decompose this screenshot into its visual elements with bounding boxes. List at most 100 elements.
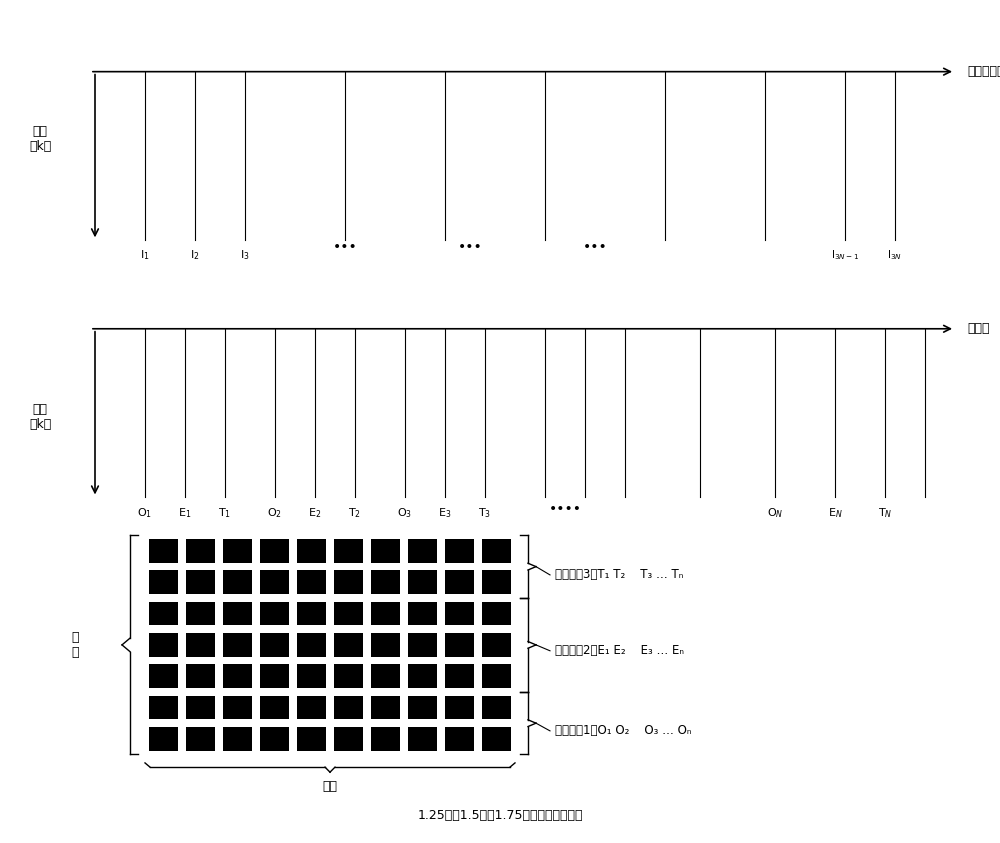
Bar — [445, 664, 474, 688]
Bar — [149, 571, 178, 594]
Bar — [297, 664, 326, 688]
Text: I$_2$: I$_2$ — [190, 249, 200, 262]
Bar — [445, 571, 474, 594]
Bar — [408, 664, 437, 688]
Bar — [482, 664, 511, 688]
Bar — [149, 695, 178, 719]
Bar — [445, 602, 474, 626]
Bar — [149, 602, 178, 626]
Bar — [408, 539, 437, 563]
Bar — [186, 633, 215, 657]
Text: 侧向孔径2：E₁ E₂    E₃ … Eₙ: 侧向孔径2：E₁ E₂ E₃ … Eₙ — [555, 644, 684, 658]
Bar — [408, 727, 437, 751]
Bar — [482, 571, 511, 594]
Bar — [186, 695, 215, 719]
Bar — [408, 571, 437, 594]
Bar — [186, 727, 215, 751]
Bar — [297, 695, 326, 719]
Bar — [445, 602, 474, 626]
Text: 扫查线: 扫查线 — [967, 322, 990, 336]
Bar — [445, 539, 474, 563]
Bar — [223, 571, 252, 594]
Bar — [223, 539, 252, 563]
Bar — [149, 539, 178, 563]
Bar — [297, 571, 326, 594]
Bar — [334, 633, 363, 657]
Bar — [149, 571, 178, 594]
Bar — [482, 695, 511, 719]
Text: O$_2$: O$_2$ — [267, 506, 283, 519]
Bar — [334, 664, 363, 688]
Bar — [186, 571, 215, 594]
Text: I$_{3N}$: I$_{3N}$ — [887, 249, 903, 262]
Text: 侧向孔径1：O₁ O₂    O₃ … Oₙ: 侧向孔径1：O₁ O₂ O₃ … Oₙ — [555, 724, 692, 738]
Bar — [149, 633, 178, 657]
Text: T$_1$: T$_1$ — [218, 506, 232, 519]
Bar — [149, 727, 178, 751]
Bar — [149, 727, 178, 751]
Bar — [371, 602, 400, 626]
Bar — [297, 727, 326, 751]
Bar — [334, 571, 363, 594]
Bar — [223, 571, 252, 594]
Bar — [371, 633, 400, 657]
Bar — [482, 571, 511, 594]
Bar — [482, 539, 511, 563]
Bar — [297, 727, 326, 751]
Bar — [334, 602, 363, 626]
Bar — [371, 571, 400, 594]
Bar — [145, 535, 515, 754]
Bar — [260, 695, 289, 719]
Bar — [297, 539, 326, 563]
Bar — [260, 664, 289, 688]
Bar — [260, 664, 289, 688]
Bar — [482, 664, 511, 688]
Bar — [334, 539, 363, 563]
Bar — [186, 664, 215, 688]
Bar — [445, 664, 474, 688]
Bar — [371, 633, 400, 657]
Bar — [408, 633, 437, 657]
Bar — [186, 664, 215, 688]
Bar — [445, 539, 474, 563]
Text: T$_N$: T$_N$ — [878, 506, 892, 519]
Bar — [297, 571, 326, 594]
Bar — [408, 539, 437, 563]
Bar — [260, 633, 289, 657]
Bar — [297, 602, 326, 626]
Text: E$_1$: E$_1$ — [178, 506, 192, 519]
Bar — [371, 695, 400, 719]
Text: •••: ••• — [333, 240, 357, 255]
Bar — [260, 727, 289, 751]
Bar — [260, 633, 289, 657]
Bar — [334, 727, 363, 751]
Bar — [297, 633, 326, 657]
Bar — [371, 539, 400, 563]
Bar — [482, 727, 511, 751]
Text: E$_2$: E$_2$ — [308, 506, 322, 519]
Bar — [334, 727, 363, 751]
Bar — [371, 539, 400, 563]
Bar — [445, 727, 474, 751]
Bar — [260, 571, 289, 594]
Text: E$_N$: E$_N$ — [828, 506, 842, 519]
Bar — [482, 727, 511, 751]
Bar — [260, 539, 289, 563]
Bar — [186, 539, 215, 563]
Bar — [482, 602, 511, 626]
Bar — [260, 602, 289, 626]
Bar — [223, 602, 252, 626]
Bar — [186, 602, 215, 626]
Bar — [334, 664, 363, 688]
Text: E$_3$: E$_3$ — [438, 506, 452, 519]
Bar — [260, 727, 289, 751]
Bar — [445, 633, 474, 657]
Bar — [445, 695, 474, 719]
Bar — [297, 664, 326, 688]
Bar — [371, 664, 400, 688]
Bar — [334, 571, 363, 594]
Bar — [223, 633, 252, 657]
Text: 侧
向: 侧 向 — [71, 631, 79, 659]
Bar — [482, 539, 511, 563]
Bar — [482, 633, 511, 657]
